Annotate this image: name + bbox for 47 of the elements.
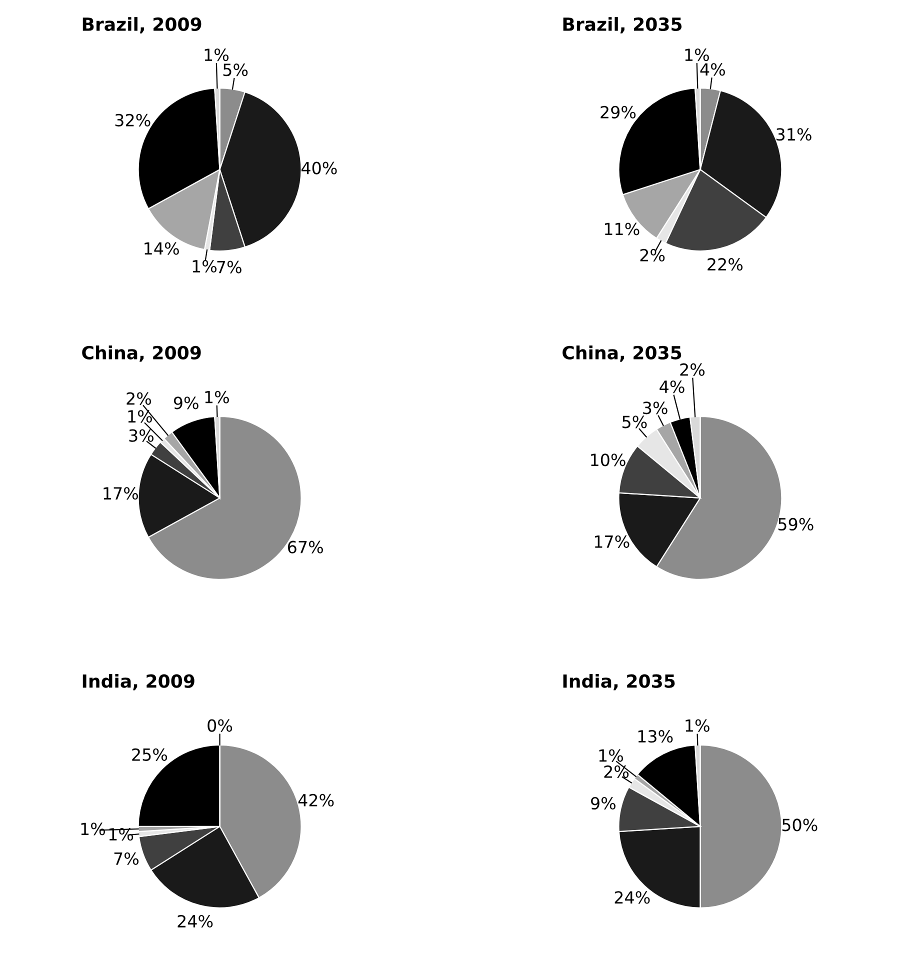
- data-label: 67%: [288, 540, 323, 554]
- text: 0%: [208, 719, 232, 732]
- data-label: 42%: [298, 794, 334, 807]
- data-label: 3%: [643, 402, 668, 414]
- data-label: 5%: [622, 416, 647, 428]
- data-label: 9%: [591, 796, 616, 810]
- data-label: 1%: [685, 48, 709, 62]
- data-label: 2%: [604, 765, 629, 778]
- data-label: 7%: [217, 260, 242, 274]
- chart-title: Brazil, 2035: [563, 17, 682, 34]
- data-label: 50%: [782, 818, 818, 832]
- data-label: 1%: [204, 48, 229, 62]
- data-label: 32%: [115, 114, 150, 126]
- data-label: 22%: [708, 258, 743, 271]
- data-label: 4%: [700, 63, 725, 76]
- data-label: 9%: [174, 396, 198, 410]
- data-label: 1%: [81, 822, 105, 836]
- data-label: 24%: [178, 914, 213, 928]
- data-label: 25%: [132, 748, 168, 761]
- chart-title: India, 2035: [563, 674, 675, 690]
- chart-title: China, 2009: [82, 346, 201, 362]
- data-label: 1%: [192, 260, 217, 273]
- data-label: 59%: [778, 518, 814, 531]
- data-label: 29%: [600, 106, 636, 118]
- data-label: 1%: [599, 749, 624, 762]
- data-label: 2%: [680, 363, 705, 376]
- data-label: 1%: [128, 410, 152, 423]
- chart-title: China, 2035: [562, 346, 682, 362]
- data-label: 5%: [223, 64, 248, 76]
- data-label: 7%: [114, 852, 139, 865]
- data-label: 10%: [591, 454, 626, 466]
- data-label: 31%: [776, 128, 812, 141]
- data-label: 14%: [144, 242, 179, 255]
- data-label: 17%: [594, 535, 630, 548]
- data-label: 4%: [660, 380, 684, 394]
- data-label: 3%: [129, 429, 154, 442]
- data-label: 1%: [686, 719, 710, 732]
- data-label: 24%: [614, 891, 650, 904]
- data-label: 13%: [638, 730, 673, 743]
- data-label: 17%: [104, 487, 138, 500]
- data-label: 2%: [640, 248, 665, 262]
- data-label: 40%: [302, 162, 337, 174]
- chart-title: India, 2009: [82, 674, 194, 690]
- data-label: 11%: [604, 222, 640, 236]
- chart-title: Brazil, 2009: [82, 17, 202, 34]
- data-label: 2%: [126, 392, 152, 405]
- data-label: 1%: [205, 390, 229, 404]
